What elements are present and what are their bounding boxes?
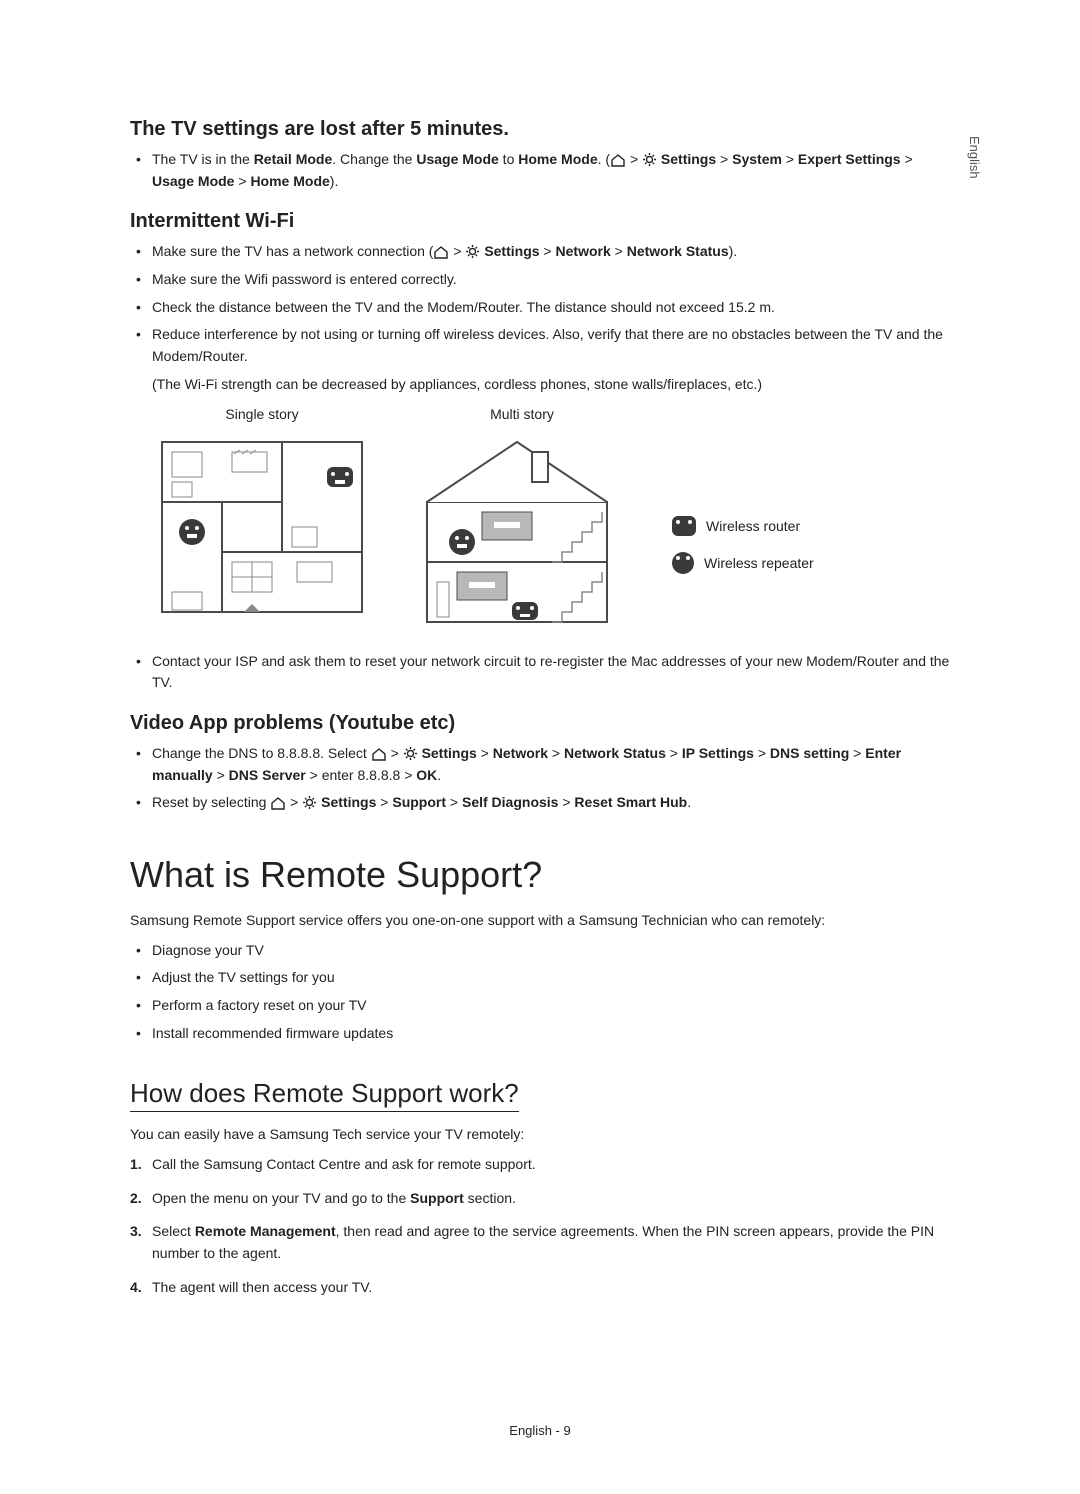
home-icon (433, 245, 449, 259)
gear-icon (403, 746, 418, 761)
language-tab: English (967, 136, 982, 179)
list-item: Reset by selecting > Settings > Support … (130, 792, 950, 814)
home-icon (371, 747, 387, 761)
list-wifi-cont: Contact your ISP and ask them to reset y… (130, 651, 950, 694)
diagram-legend: Wireless router Wireless repeater (672, 516, 814, 574)
legend-label: Wireless repeater (704, 555, 814, 571)
list-item: Contact your ISP and ask them to reset y… (130, 651, 950, 694)
diagram-single-story: Single story (152, 406, 372, 627)
list-item: 4.The agent will then access your TV. (130, 1277, 950, 1299)
list-item: Perform a factory reset on your TV (130, 995, 950, 1017)
heading-intermittent-wifi: Intermittent Wi-Fi (130, 210, 950, 233)
diagram-label-multi: Multi story (412, 406, 632, 422)
list-item: Make sure the TV has a network connectio… (130, 241, 950, 263)
router-icon (672, 516, 696, 536)
diagram-row: Single story (152, 406, 950, 637)
list-item: 2.Open the menu on your TV and go to the… (130, 1188, 950, 1210)
page-footer: English - 9 (0, 1423, 1080, 1438)
heading-tv-settings-lost: The TV settings are lost after 5 minutes… (130, 118, 950, 141)
gear-icon (642, 152, 657, 167)
list-video-app: Change the DNS to 8.8.8.8. Select > Sett… (130, 743, 950, 814)
diagram-label-single: Single story (152, 406, 372, 422)
legend-repeater: Wireless repeater (672, 552, 814, 574)
list-item: Reduce interference by not using or turn… (130, 324, 950, 367)
list-tv-settings: The TV is in the Retail Mode. Change the… (130, 149, 950, 192)
heading-remote-support: What is Remote Support? (130, 854, 950, 896)
list-item: The TV is in the Retail Mode. Change the… (130, 149, 950, 192)
list-wifi: Make sure the TV has a network connectio… (130, 241, 950, 367)
list-item: Adjust the TV settings for you (130, 967, 950, 989)
diagram-multi-story: Multi story (412, 406, 632, 637)
wifi-strength-note: (The Wi-Fi strength can be decreased by … (130, 374, 950, 396)
list-how-remote: 1.Call the Samsung Contact Centre and as… (130, 1154, 950, 1298)
list-item: 1.Call the Samsung Contact Centre and as… (130, 1154, 950, 1176)
gear-icon (302, 795, 317, 810)
heading-how-remote-support: How does Remote Support work? (130, 1078, 519, 1112)
repeater-icon (672, 552, 694, 574)
gear-icon (465, 244, 480, 259)
list-item: Diagnose your TV (130, 940, 950, 962)
how-remote-lead: You can easily have a Samsung Tech servi… (130, 1124, 950, 1146)
floorplan-single-icon (152, 432, 372, 622)
home-icon (270, 796, 286, 810)
legend-label: Wireless router (706, 518, 800, 534)
list-item: Check the distance between the TV and th… (130, 297, 950, 319)
list-item: 3.Select Remote Management, then read an… (130, 1221, 950, 1264)
remote-support-lead: Samsung Remote Support service offers yo… (130, 910, 950, 932)
legend-router: Wireless router (672, 516, 814, 536)
list-remote-support: Diagnose your TV Adjust the TV settings … (130, 940, 950, 1045)
home-icon (610, 153, 626, 167)
heading-video-app: Video App problems (Youtube etc) (130, 712, 950, 735)
house-multi-icon (412, 432, 632, 632)
list-item: Make sure the Wifi password is entered c… (130, 269, 950, 291)
list-item: Change the DNS to 8.8.8.8. Select > Sett… (130, 743, 950, 786)
list-item: Install recommended firmware updates (130, 1023, 950, 1045)
